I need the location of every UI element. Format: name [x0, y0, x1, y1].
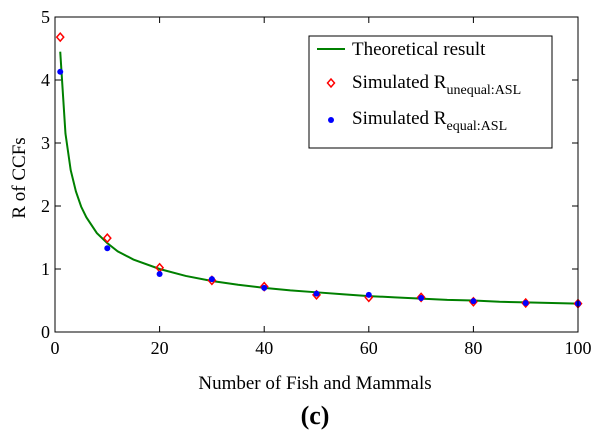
data-point-unequal — [55, 32, 65, 43]
legend-label-unequal: Simulated Runequal:ASL — [352, 72, 521, 98]
axes-layer: 0 20 40 60 80 100 0 1 2 3 4 5 — [41, 7, 592, 358]
data-point-equal — [313, 290, 320, 297]
data-point-equal — [57, 68, 64, 75]
data-point-equal — [522, 300, 529, 307]
data-point-unequal — [102, 232, 112, 244]
y-tick-label: 4 — [41, 70, 50, 90]
x-tick-label: 100 — [565, 338, 592, 358]
legend-box — [308, 35, 553, 149]
y-axis-label: R of CCFs — [9, 137, 30, 218]
legend-dot-swatch — [328, 117, 334, 123]
data-point-equal — [104, 245, 111, 252]
data-point-equal — [156, 271, 163, 278]
panel-label: (c) — [301, 401, 330, 430]
legend-label-theoretical: Theoretical result — [352, 39, 486, 60]
data-point-equal — [365, 291, 372, 298]
legend-label-unequal-main: Simulated R — [352, 72, 447, 93]
data-point-equal — [261, 284, 268, 291]
legend-label-equal-sub: equal:ASL — [446, 119, 507, 134]
data-point-equal — [470, 298, 477, 305]
x-axis-label: Number of Fish and Mammals — [198, 373, 431, 394]
y-tick-label: 1 — [41, 259, 50, 279]
legend-label-unequal-sub: unequal:ASL — [446, 83, 521, 98]
y-tick-label: 3 — [41, 133, 50, 153]
y-tick-label: 5 — [41, 7, 50, 27]
legend: Theoretical result Simulated Runequal:AS… — [308, 35, 553, 149]
y-tick-label: 2 — [41, 196, 50, 216]
data-point-equal — [418, 294, 425, 301]
series-layer — [55, 32, 583, 309]
x-tick-label: 40 — [255, 338, 273, 358]
x-tick-label: 80 — [464, 338, 482, 358]
legend-label-equal-main: Simulated R — [352, 108, 447, 129]
x-tick-label: 0 — [51, 338, 60, 358]
data-point-unequal — [416, 292, 426, 303]
x-tick-label: 60 — [360, 338, 378, 358]
legend-label-equal: Simulated Requal:ASL — [352, 108, 507, 134]
legend-diamond-swatch — [326, 77, 336, 89]
x-tick-label: 20 — [151, 338, 169, 358]
data-point-equal — [208, 276, 215, 283]
series-line-theoretical — [59, 51, 579, 305]
axes-frame — [54, 16, 579, 333]
y-tick-label: 0 — [41, 322, 50, 342]
